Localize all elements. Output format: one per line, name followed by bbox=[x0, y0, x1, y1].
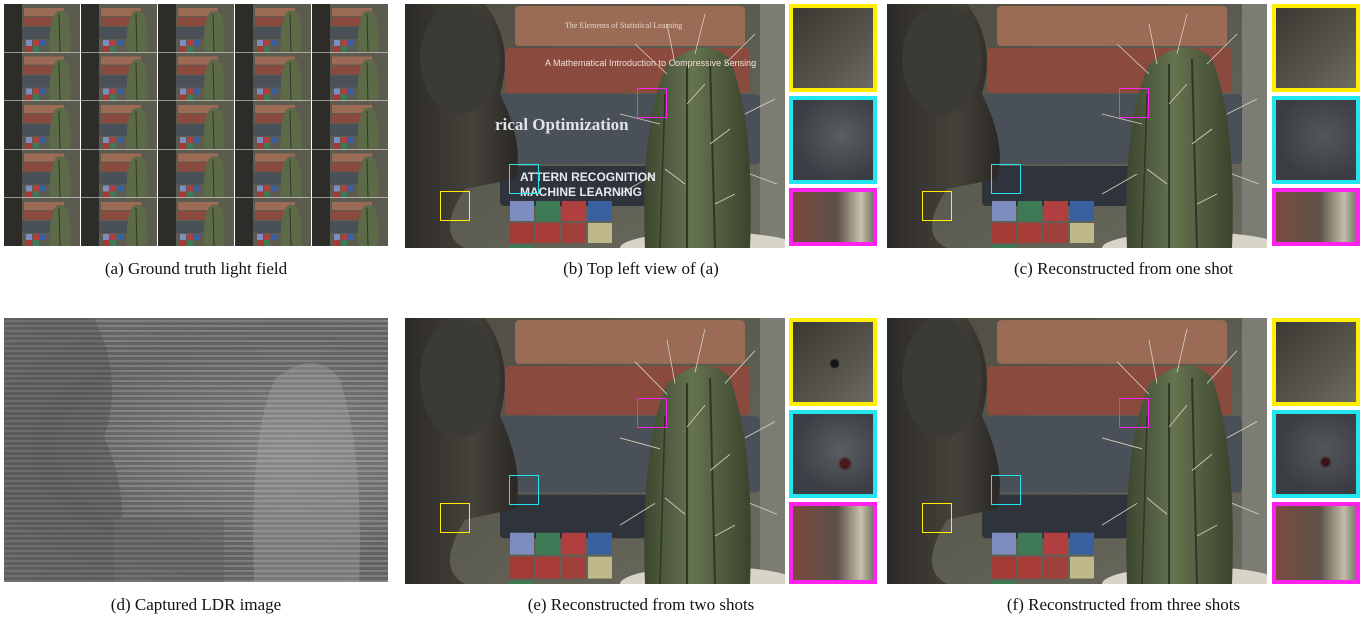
inset-f-yellow bbox=[1272, 318, 1360, 406]
light-field-grid bbox=[4, 4, 388, 246]
panel-c-one-shot bbox=[887, 4, 1267, 248]
caption-c: (c) Reconstructed from one shot bbox=[1013, 259, 1234, 278]
inset-e-cyan bbox=[789, 410, 877, 498]
book1-text: The Elements of Statistical Learning bbox=[565, 21, 682, 30]
roi-magenta bbox=[1119, 88, 1149, 118]
inset-f-cyan bbox=[1272, 410, 1360, 498]
scene-image bbox=[887, 318, 1267, 584]
roi-yellow bbox=[440, 191, 470, 221]
caption-e: (e) Reconstructed from two shots bbox=[527, 595, 755, 614]
inset-e-magenta bbox=[789, 502, 877, 584]
roi-magenta bbox=[1119, 398, 1149, 428]
caption-d: (d) Captured LDR image bbox=[110, 595, 282, 614]
inset-c-yellow bbox=[1272, 4, 1360, 92]
panel-a-light-field bbox=[4, 4, 388, 246]
roi-yellow bbox=[440, 503, 470, 533]
panel-b-top-left-view: The Elements of Statistical Learning A M… bbox=[405, 4, 785, 248]
roi-magenta bbox=[637, 398, 667, 428]
book4b-text: MACHINE LEARNING bbox=[520, 185, 642, 199]
book4a-text: ATTERN RECOGNITION bbox=[520, 170, 656, 184]
inset-e-yellow bbox=[789, 318, 877, 406]
inset-c-cyan bbox=[1272, 96, 1360, 184]
roi-cyan bbox=[991, 164, 1021, 194]
roi-yellow bbox=[922, 191, 952, 221]
roi-magenta bbox=[637, 88, 667, 118]
inset-c-magenta bbox=[1272, 188, 1360, 246]
roi-cyan bbox=[509, 164, 539, 194]
panel-e-two-shots bbox=[405, 318, 785, 584]
caption-f: (f) Reconstructed from three shots bbox=[1006, 595, 1241, 614]
ldr-overlay bbox=[4, 318, 360, 582]
scene-image: The Elements of Statistical Learning A M… bbox=[405, 4, 785, 248]
caption-b: (b) Top left view of (a) bbox=[563, 259, 719, 278]
roi-yellow bbox=[922, 503, 952, 533]
scene-image bbox=[405, 318, 785, 584]
panel-d-ldr-image bbox=[4, 318, 388, 582]
inset-b-yellow bbox=[789, 4, 877, 92]
panel-f-three-shots bbox=[887, 318, 1267, 584]
roi-cyan bbox=[509, 475, 539, 505]
book2-text: A Mathematical Introduction to Compressi… bbox=[545, 58, 756, 68]
inset-b-magenta bbox=[789, 188, 877, 246]
inset-b-cyan bbox=[789, 96, 877, 184]
roi-cyan bbox=[991, 475, 1021, 505]
caption-a: (a) Ground truth light field bbox=[104, 259, 288, 278]
book3-text: rical Optimization bbox=[495, 115, 629, 134]
inset-f-magenta bbox=[1272, 502, 1360, 584]
